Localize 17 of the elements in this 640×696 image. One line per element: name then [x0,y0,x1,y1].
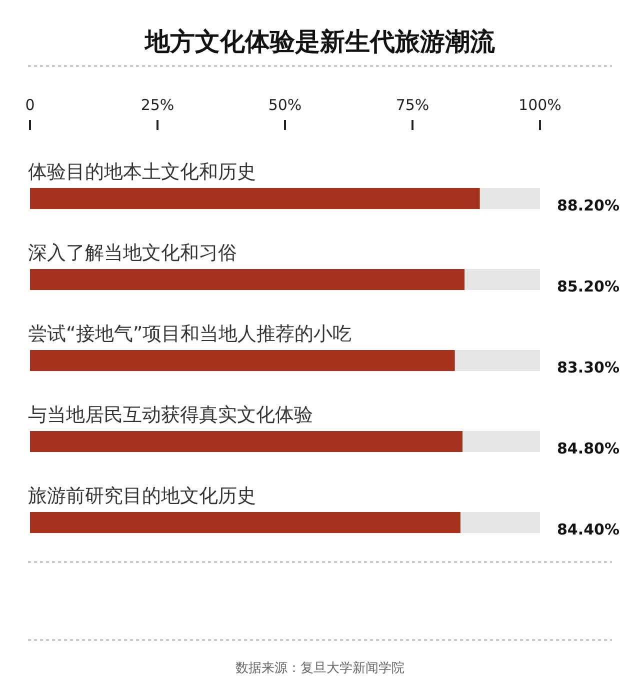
source-note: 数据来源：复旦大学新闻学院 [236,661,404,676]
y-tick-label: 尝试“接地气”项目和当地人推荐的小吃 [28,323,352,345]
data-label: 84.40% [557,520,620,538]
y-tick-label: 体验目的地本土文化和历史 [28,161,256,183]
x-tick-label: 50% [268,96,302,114]
y-tick-label: 旅游前研究目的地文化历史 [28,485,256,507]
y-tick-label: 深入了解当地文化和习俗 [28,242,237,264]
data-label: 83.30% [557,358,620,376]
data-label: 84.80% [557,440,620,458]
data-label: 85.20% [557,278,620,296]
x-tick-label: 25% [140,96,174,114]
x-tick-label: 75% [396,96,430,114]
y-tick-label: 与当地居民互动获得真实文化体验 [28,404,313,426]
chart-title: 地方文化体验是新生代旅游潮流 [144,27,496,56]
x-tick-label: 100% [518,96,562,114]
data-label: 88.20% [557,196,620,214]
x-tick-label: 0 [25,96,35,114]
